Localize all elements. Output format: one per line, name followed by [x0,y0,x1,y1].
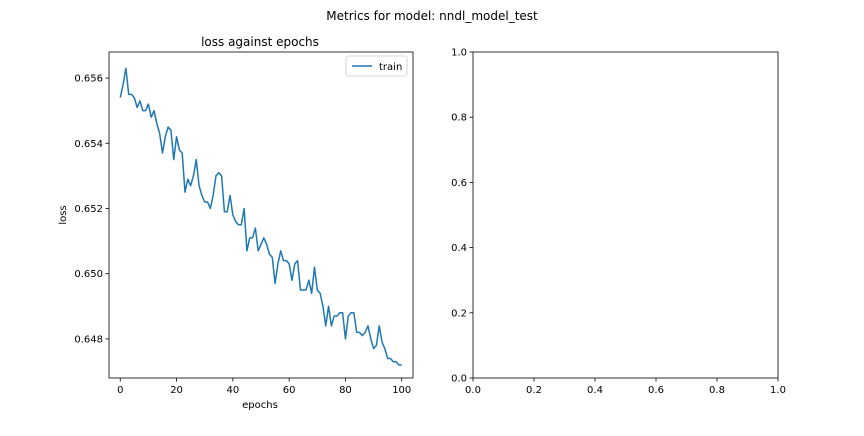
figure-suptitle: Metrics for model: nndl_model_test [326,9,538,23]
x-tick-label: 20 [170,385,183,396]
empty-plot-y-ticks: 0.0 0.2 0.4 0.6 0.8 1.0 [451,48,473,385]
legend-train-label: train [379,62,402,73]
loss-plot-legend: train [345,55,408,77]
loss-plot-frame [108,51,414,379]
y-tick-label: 0.4 [451,243,467,254]
y-tick-label: 0.2 [451,308,467,319]
empty-plot-axes: 0.0 0.2 0.4 0.6 0.8 1.0 0.0 0.2 0.4 0.6 0.8 1.0 [451,48,786,397]
y-tick-label: 0.8 [451,113,467,124]
x-tick-label: 80 [339,385,352,396]
y-tick-label: 0.654 [74,139,103,150]
y-tick-label: 0.6 [451,178,467,189]
y-tick-label: 0.0 [451,374,467,385]
loss-plot-x-ticks: 0 20 40 60 80 100 [117,378,411,396]
legend-box [345,55,408,77]
empty-plot-frame [472,51,779,379]
loss-plot-x-axis-label: epochs [242,400,278,411]
loss-plot-y-ticks: 0.648 0.650 0.652 0.654 0.656 [74,74,109,345]
x-tick-label: 0.6 [648,385,664,396]
y-tick-label: 1.0 [451,48,467,59]
x-tick-label: 1.0 [770,385,786,396]
x-tick-label: 0 [117,385,123,396]
x-tick-label: 0.8 [709,385,725,396]
x-tick-label: 0.0 [465,385,481,396]
loss-plot-y-axis-label: loss [58,205,69,224]
y-tick-label: 0.656 [74,74,103,85]
y-tick-label: 0.650 [74,269,103,280]
x-tick-label: 0.2 [526,385,542,396]
loss-plot-title: loss against epochs [201,35,319,49]
empty-plot-x-ticks: 0.0 0.2 0.4 0.6 0.8 1.0 [465,378,786,396]
x-tick-label: 0.4 [587,385,603,396]
x-tick-label: 60 [283,385,296,396]
y-tick-label: 0.652 [74,204,103,215]
loss-plot-axes: loss against epochs 0 20 40 60 80 100 0.6480.… [58,35,414,411]
train-loss-line [119,67,402,366]
y-tick-label: 0.648 [74,334,103,345]
x-tick-label: 100 [392,385,411,396]
x-tick-label: 40 [226,385,239,396]
